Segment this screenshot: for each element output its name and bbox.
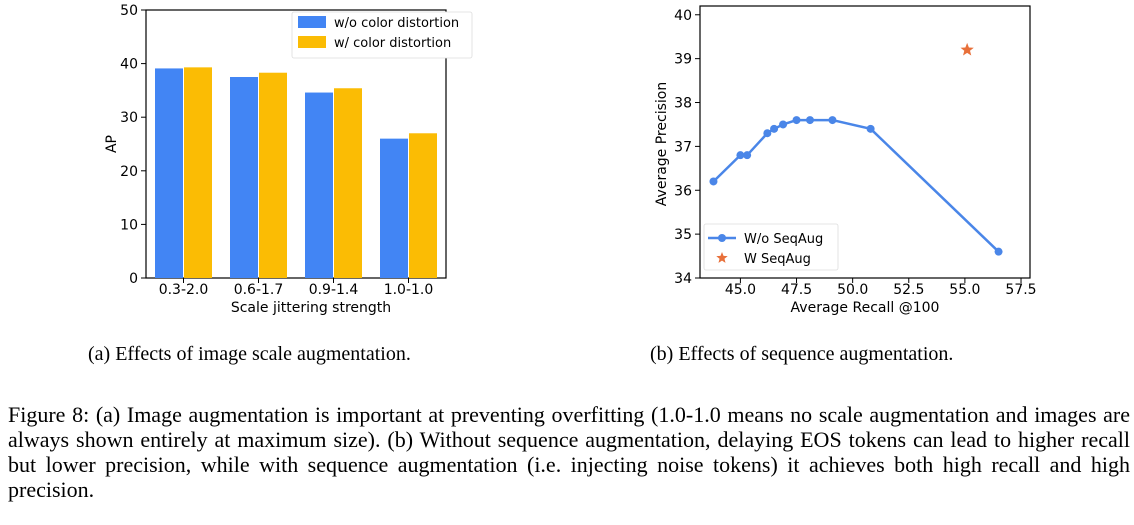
x-tick-label: 55.0 <box>949 282 980 298</box>
y-tick-label: 35 <box>674 227 692 243</box>
legend: W/o SeqAug W SeqAug <box>703 223 839 271</box>
data-point-wo-seqaug <box>792 116 801 125</box>
data-point-wo-seqaug <box>736 151 745 160</box>
y-tick-label: 30 <box>120 110 138 126</box>
x-tick-label: 0.9-1.4 <box>309 282 359 298</box>
bar-wo-color-distortion <box>230 77 258 278</box>
data-point-wo-seqaug <box>770 124 779 133</box>
data-point-wo-seqaug <box>779 120 788 129</box>
legend-marker-swatch <box>718 234 726 242</box>
y-tick-label: 20 <box>120 164 138 180</box>
y-axis-label: AP <box>104 135 120 153</box>
legend-label: w/o color distortion <box>334 16 459 31</box>
data-point-wo-seqaug <box>763 129 772 138</box>
legend-swatch <box>298 36 326 48</box>
data-point-wo-seqaug <box>743 151 752 160</box>
x-tick-label: 1.0-1.0 <box>384 282 434 298</box>
y-tick-label: 39 <box>674 52 692 68</box>
x-tick-label: 47.5 <box>781 282 812 298</box>
bar-w-color-distortion <box>184 67 212 279</box>
legend-box <box>703 223 839 271</box>
y-tick-label: 50 <box>120 3 138 19</box>
x-tick-label: 45.0 <box>725 282 756 298</box>
y-axis-label: Average Precision <box>654 82 670 206</box>
y-tick-label: 40 <box>120 57 138 73</box>
y-tick-label: 38 <box>674 96 692 112</box>
y-tick-label: 40 <box>674 8 692 24</box>
y-tick-label: 34 <box>674 271 692 287</box>
legend-label: W/o SeqAug <box>744 232 823 247</box>
bar-w-color-distortion <box>334 88 362 278</box>
figure-caption: Figure 8: (a) Image augmentation is impo… <box>8 402 1130 502</box>
x-tick-label: 0.3-2.0 <box>159 282 209 298</box>
data-point-wo-seqaug <box>806 116 814 125</box>
y-tick-label: 10 <box>120 217 138 233</box>
bar-wo-color-distortion <box>305 92 333 278</box>
data-point-wo-seqaug <box>828 116 837 125</box>
plot-frame <box>145 9 447 279</box>
legend: w/o color distortion w/ color distortion <box>291 11 473 59</box>
bar-chart-scale-augmentation: AP Scale jittering strength 0 10 20 30 40 50 0… <box>104 3 473 316</box>
bar-w-color-distortion <box>259 72 287 278</box>
y-tick-label: 0 <box>129 271 138 287</box>
x-axis-label: Average Recall @100 <box>791 300 940 316</box>
x-tick-label: 52.5 <box>893 282 924 298</box>
legend-label: W SeqAug <box>744 252 811 267</box>
x-tick-label: 57.5 <box>1005 282 1036 298</box>
x-tick-label: 0.6-1.7 <box>234 282 284 298</box>
x-axis-label: Scale jittering strength <box>231 300 391 316</box>
legend-swatch <box>298 16 326 28</box>
data-point-wo-seqaug <box>994 247 1003 256</box>
plot-frame <box>699 5 1031 279</box>
bar-w-color-distortion <box>409 133 437 278</box>
y-tick-label: 36 <box>674 183 692 199</box>
data-point-w-seqaug <box>960 42 974 56</box>
x-tick-label: 50.0 <box>837 282 868 298</box>
y-tick-label: 37 <box>674 139 692 155</box>
subfigure-caption-a: (a) Effects of image scale augmentation. <box>88 343 411 365</box>
data-point-wo-seqaug <box>866 124 875 133</box>
subfigure-caption-b: (b) Effects of sequence augmentation. <box>650 343 954 365</box>
data-point-wo-seqaug <box>709 177 718 186</box>
line-chart-sequence-augmentation: Average Precision Average Recall @100 34… <box>654 5 1037 316</box>
bar-wo-color-distortion <box>155 68 183 278</box>
legend-star-swatch <box>716 252 728 263</box>
legend-box <box>291 11 473 59</box>
legend-label: w/ color distortion <box>334 36 451 51</box>
bar-wo-color-distortion <box>380 138 408 278</box>
